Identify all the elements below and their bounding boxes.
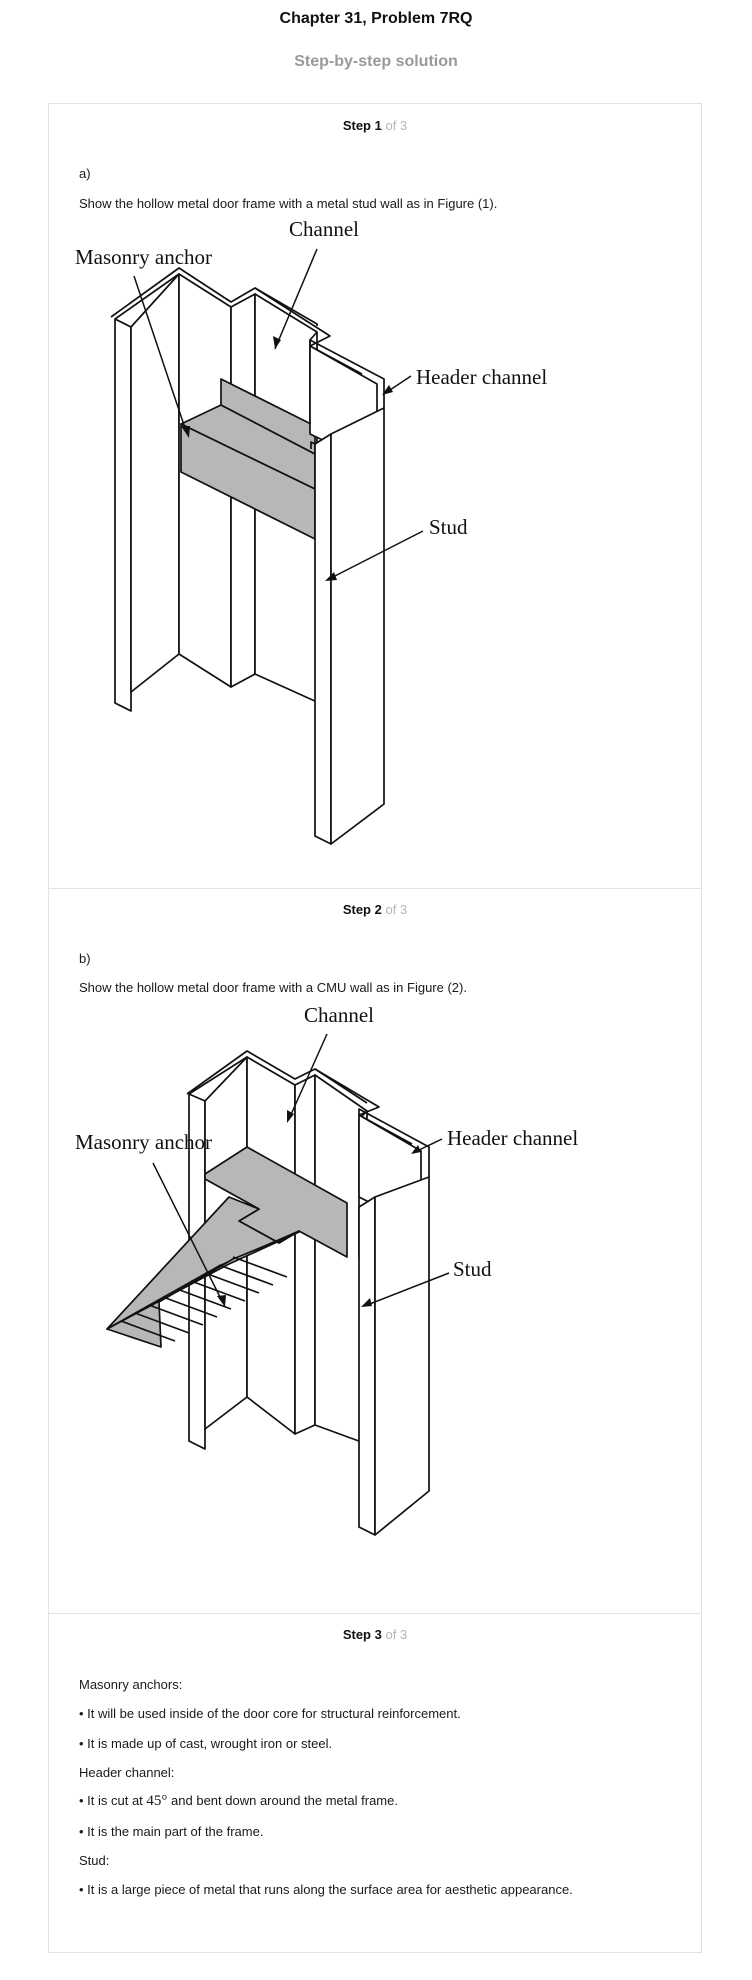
fig1-stud-side — [330, 407, 385, 845]
step-1-label: Step 1 — [342, 118, 382, 133]
step-3-of: of 3 — [385, 1627, 408, 1642]
step-1-part: a) — [79, 166, 91, 181]
figure-2-cmu-wall: Channel Masonry anchor Header channel St… — [75, 1003, 578, 1536]
page-title: Chapter 31, Problem 7RQ — [279, 10, 473, 27]
stud-heading: Stud: — [79, 1853, 110, 1868]
fig2-label-channel: Channel — [304, 1003, 374, 1027]
step-2-card: Step 2 of 3 b) Show the hollow metal doo… — [48, 888, 702, 1613]
fig2-stud-side — [374, 1176, 430, 1536]
masonry-bullet-2: • It is made up of cast, wrought iron or… — [79, 1736, 333, 1751]
fig1-label-stud: Stud — [429, 515, 468, 539]
stud-bullet-1: • It is a large piece of metal that runs… — [79, 1882, 573, 1897]
fig2-label-masonry-anchor: Masonry anchor — [75, 1130, 212, 1154]
step-1-card: Step 1 of 3 a) Show the hollow metal doo… — [48, 103, 702, 888]
step-1-of: of 3 — [385, 118, 408, 133]
step-1-heading: Step 1 of 3 — [49, 118, 701, 133]
step-3-heading: Step 3 of 3 — [49, 1627, 701, 1642]
fig1-label-channel: Channel — [289, 217, 359, 241]
figure-1-metal-stud-wall: Channel Masonry anchor Header channel St… — [75, 217, 547, 845]
step-3-label: Step 3 — [342, 1627, 382, 1642]
page-subtitle: Step-by-step solution — [294, 53, 458, 70]
fig1-label-header-channel: Header channel — [416, 365, 547, 389]
step-2-heading: Step 2 of 3 — [49, 902, 701, 917]
header-bullet-2: • It is the main part of the frame. — [79, 1824, 264, 1839]
fig2-label-header-channel: Header channel — [447, 1126, 578, 1150]
masonry-bullet-1: • It will be used inside of the door cor… — [79, 1706, 461, 1721]
fig2-stud-front — [358, 1196, 376, 1536]
step-2-part: b) — [79, 951, 91, 966]
fig1-label-masonry-anchor: Masonry anchor — [75, 245, 212, 269]
header-bullet-1-suffix: and bent down around the metal frame. — [171, 1793, 398, 1808]
fig2-masonry-anchor-tab — [106, 1231, 300, 1348]
angle-value: 45° — [146, 1793, 168, 1809]
step-2-text: Show the hollow metal door frame with a … — [79, 980, 467, 995]
header-bullet-1-prefix: • It is cut at — [79, 1793, 143, 1808]
header-heading: Header channel: — [79, 1765, 175, 1780]
header-bullet-1: • It is cut at 45° and bent down around … — [79, 1793, 398, 1810]
fig2-back-wall-step — [294, 1074, 316, 1435]
step-2-label: Step 2 — [342, 902, 382, 917]
fig2-anchor-ribs — [120, 1256, 288, 1342]
step-1-text: Show the hollow metal door frame with a … — [79, 196, 498, 211]
step-2-of: of 3 — [385, 902, 408, 917]
fig2-label-stud: Stud — [453, 1257, 492, 1281]
fig1-left-jamb — [114, 318, 132, 712]
step-3-card: Step 3 of 3 Masonry anchors: • It will b… — [48, 1613, 702, 1953]
masonry-heading: Masonry anchors: — [79, 1677, 183, 1692]
fig1-stud-front — [314, 433, 332, 845]
